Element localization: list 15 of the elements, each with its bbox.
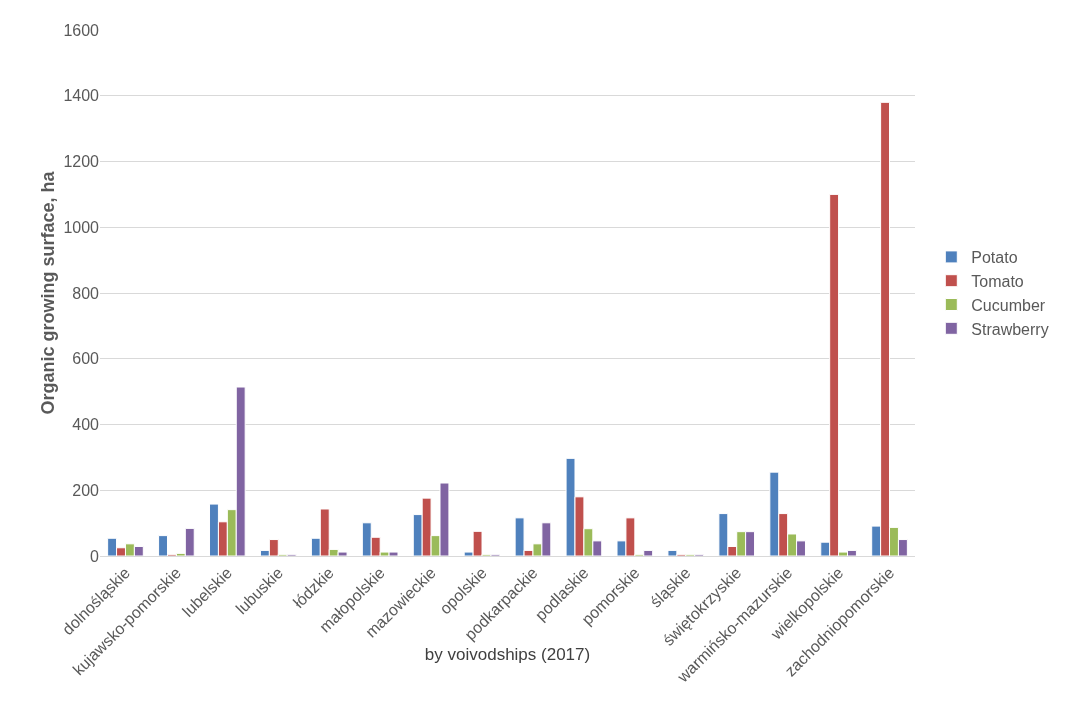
y-tick-label: 1200	[63, 153, 100, 171]
y-tick-label: 1600	[63, 21, 100, 39]
x-axis-title: by voivodships (2017)	[424, 645, 591, 665]
y-tick-label: 0	[90, 547, 100, 565]
legend-label: Tomato	[971, 272, 1024, 290]
y-tick-label: 400	[72, 416, 100, 434]
y-tick-label: 1400	[63, 87, 100, 105]
legend-label: Potato	[971, 249, 1018, 267]
y-axis-title: Organic growing surface, ha	[38, 170, 58, 415]
y-tick-label: 1000	[63, 218, 100, 236]
y-tick-label: 800	[72, 284, 100, 302]
y-tick-label: 200	[72, 481, 100, 499]
legend-label: Cucumber	[971, 296, 1046, 314]
y-tick-label: 600	[72, 350, 100, 368]
legend-label: Strawberry	[971, 320, 1049, 338]
